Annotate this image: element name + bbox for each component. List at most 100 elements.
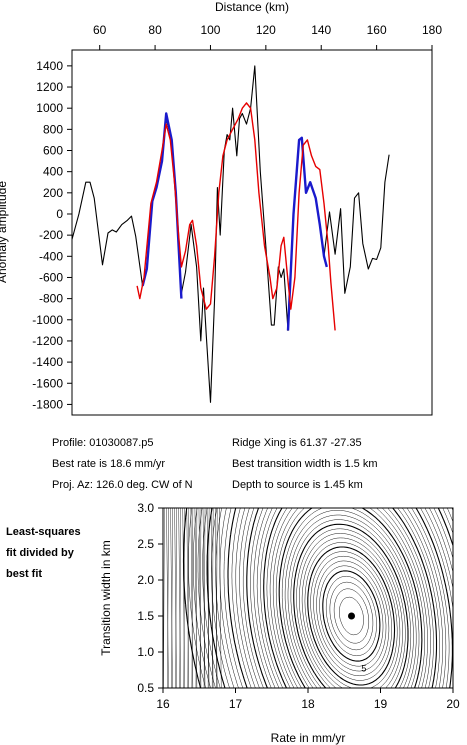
best-width-text: Best transition width is 1.5 km xyxy=(232,458,378,470)
best-rate-text: Best rate is 18.6 mm/yr xyxy=(52,458,166,470)
contour-line xyxy=(325,575,377,657)
contour-line xyxy=(194,507,198,689)
contour-line xyxy=(293,523,409,689)
contour-line xyxy=(307,546,396,686)
contour-line xyxy=(235,507,454,689)
contour-line xyxy=(182,507,185,689)
contour-line xyxy=(299,533,403,689)
contour-line xyxy=(202,507,206,689)
y-tick-label: 1.0 xyxy=(137,645,154,659)
contour-line xyxy=(210,507,214,689)
contour-line xyxy=(322,570,381,662)
contour-line xyxy=(179,507,181,689)
y-tick-label: 200 xyxy=(43,186,63,200)
x-tick-label: 120 xyxy=(256,23,276,37)
contour-line xyxy=(215,507,218,689)
contour-line xyxy=(191,507,194,689)
contour-line xyxy=(171,507,173,689)
y-tick-label: -1200 xyxy=(32,334,63,348)
side-label-line-1: Least-squares xyxy=(6,526,81,538)
y-axis-title: Anomaly amplitude xyxy=(0,181,9,283)
y-tick-label: 400 xyxy=(43,165,63,179)
x-tick-label: 100 xyxy=(200,23,220,37)
contour-line xyxy=(174,507,177,689)
contour-line xyxy=(284,510,417,689)
x-tick-label: 180 xyxy=(422,23,442,37)
contour-line xyxy=(296,528,406,689)
x-tick-label: 18 xyxy=(301,697,315,711)
contour-line xyxy=(202,507,221,689)
y-tick-label: -1400 xyxy=(32,355,63,369)
series-fit-line xyxy=(141,112,183,299)
contour-line xyxy=(227,507,454,689)
x-tick-label: 60 xyxy=(93,23,107,37)
contour-line xyxy=(203,507,206,689)
y-tick-label: -600 xyxy=(39,270,63,284)
x-tick-label: 20 xyxy=(446,697,460,711)
x-tick-label: 17 xyxy=(229,697,243,711)
x-ticks: 16 17 18 19 20 xyxy=(156,688,460,711)
contour-line xyxy=(333,588,370,644)
contour-line xyxy=(301,537,401,689)
y-tick-label: 1.5 xyxy=(137,609,154,623)
contour-line xyxy=(198,507,202,689)
x-axis-title: Rate in mm/yr xyxy=(271,731,346,745)
side-label-line-2: fit divided by xyxy=(6,547,74,559)
contour-line xyxy=(175,507,177,689)
contour-line xyxy=(211,507,230,689)
contour-line xyxy=(239,507,454,689)
y-tick-label: 2.0 xyxy=(137,573,154,587)
contour-line xyxy=(310,551,392,681)
contour-line xyxy=(195,507,198,689)
side-label-line-3: best fit xyxy=(6,568,43,580)
y-tick-label: 1400 xyxy=(36,59,63,73)
contour-line xyxy=(183,507,185,689)
contour-line xyxy=(207,507,210,689)
contour-line xyxy=(256,507,443,689)
contour-line xyxy=(278,507,423,689)
y-tick-label: 2.5 xyxy=(137,537,154,551)
contour-line xyxy=(178,507,181,689)
contour-line xyxy=(290,519,412,689)
contour-line xyxy=(260,507,440,689)
contour-label: 5 xyxy=(361,663,366,673)
contour-line xyxy=(272,507,428,689)
y-ticks: 3.0 2.5 2.0 1.5 1.0 0.5 xyxy=(137,501,163,695)
contour-line xyxy=(166,507,169,689)
contour-line xyxy=(329,581,374,651)
contour-line xyxy=(187,507,190,689)
y-tick-label: 800 xyxy=(43,122,63,136)
y-tick-label: 600 xyxy=(43,144,63,158)
series-fit-line xyxy=(286,136,328,331)
plot-frame xyxy=(71,49,433,416)
contour-line xyxy=(167,507,169,689)
x-tick-label: 140 xyxy=(311,23,331,37)
contour-line xyxy=(216,507,218,689)
contour-line xyxy=(304,542,398,689)
contour-line xyxy=(211,507,214,689)
proj-az-text: Proj. Az: 126.0 deg. CW of N xyxy=(52,479,193,491)
y-tick-label: 1000 xyxy=(36,101,63,115)
contour-lines xyxy=(163,507,454,689)
contour-line xyxy=(269,507,431,689)
contour-line xyxy=(275,507,425,689)
y-tick-label: -400 xyxy=(39,249,63,263)
profile-text: Profile: 01030087.p5 xyxy=(52,437,154,449)
y-tick-label: 0.5 xyxy=(137,681,154,695)
x-tick-label: 80 xyxy=(148,23,162,37)
ridge-xing-text: Ridge Xing is 61.37 -27.35 xyxy=(232,437,362,449)
series-group xyxy=(71,65,390,403)
contour-line xyxy=(266,507,434,689)
contour-line xyxy=(319,565,384,667)
contour-line xyxy=(163,507,165,689)
y-tick-label: 1200 xyxy=(36,80,63,94)
contour-line xyxy=(190,507,194,689)
x-tick-label: 19 xyxy=(374,697,388,711)
x-tick-label: 16 xyxy=(156,697,170,711)
contour-line xyxy=(186,507,189,689)
anomaly-profile-chart: Distance (km) Anomaly amplitude 60 80 100 1… xyxy=(0,0,442,416)
y-tick-label: -1800 xyxy=(32,397,63,411)
y-axis-title: Transition width in km xyxy=(99,540,113,656)
contour-line xyxy=(263,507,438,689)
